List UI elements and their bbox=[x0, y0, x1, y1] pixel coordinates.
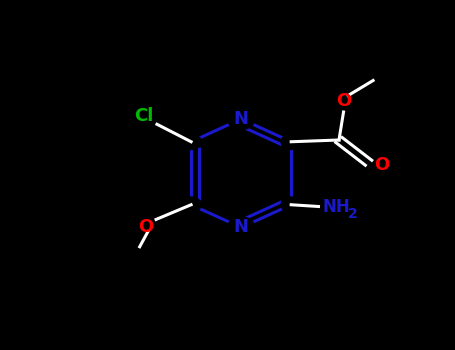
Circle shape bbox=[181, 134, 201, 149]
Text: N: N bbox=[234, 110, 248, 128]
Text: 2: 2 bbox=[348, 207, 358, 221]
Text: N: N bbox=[234, 218, 248, 237]
Text: O: O bbox=[138, 218, 153, 236]
Text: Cl: Cl bbox=[135, 106, 154, 125]
Circle shape bbox=[181, 197, 201, 212]
Circle shape bbox=[281, 134, 301, 149]
Circle shape bbox=[228, 108, 255, 130]
Text: O: O bbox=[374, 155, 390, 174]
Text: O: O bbox=[336, 92, 351, 111]
Circle shape bbox=[281, 197, 301, 212]
Text: NH: NH bbox=[323, 197, 350, 216]
Circle shape bbox=[228, 217, 255, 238]
